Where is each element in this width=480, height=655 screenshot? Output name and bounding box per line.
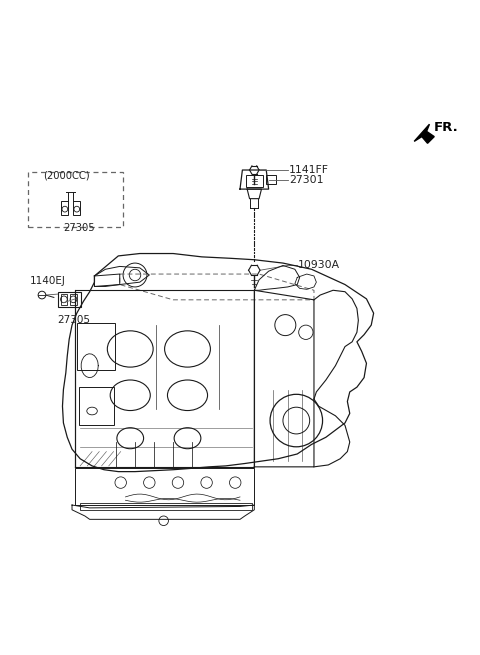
- Text: (2000CC): (2000CC): [43, 171, 90, 181]
- Text: 10930A: 10930A: [298, 261, 340, 271]
- Text: 1141FF: 1141FF: [289, 165, 329, 175]
- Bar: [246, 175, 263, 187]
- Text: 27305: 27305: [58, 315, 91, 325]
- Text: FR.: FR.: [433, 121, 458, 134]
- Bar: [58, 292, 81, 307]
- Bar: [75, 468, 254, 505]
- Bar: [28, 172, 123, 227]
- Text: 1140EJ: 1140EJ: [30, 276, 66, 286]
- Text: 27305: 27305: [63, 223, 95, 233]
- Bar: [61, 200, 68, 215]
- Bar: [70, 294, 77, 305]
- Text: 27301: 27301: [289, 175, 324, 185]
- Bar: [80, 502, 252, 510]
- Bar: [73, 200, 80, 215]
- Bar: [266, 175, 276, 184]
- Bar: [60, 294, 67, 305]
- Bar: [79, 387, 115, 425]
- Bar: [77, 323, 115, 371]
- Polygon shape: [414, 124, 434, 143]
